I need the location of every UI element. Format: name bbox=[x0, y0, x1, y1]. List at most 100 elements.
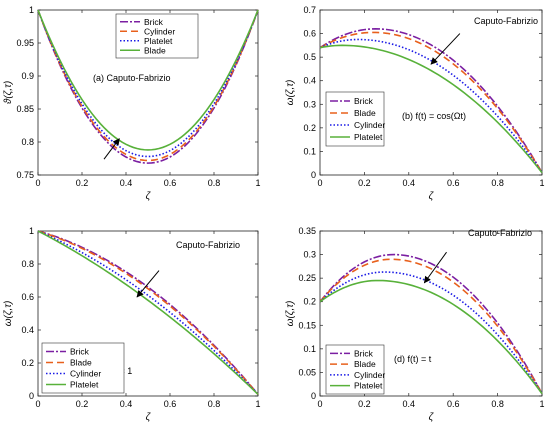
annotation: (b) f(t) = cos(Ωt) bbox=[402, 111, 466, 121]
y-axis-label: ω(ζ,τ) bbox=[285, 301, 296, 327]
y-tick-label: 0.25 bbox=[298, 273, 316, 283]
y-tick-label: 0.6 bbox=[303, 29, 316, 39]
x-tick-label: 0.2 bbox=[76, 178, 89, 188]
legend-label: Blade bbox=[354, 359, 376, 369]
y-tick-label: 0.2 bbox=[21, 358, 34, 368]
x-tick-label: 0.6 bbox=[447, 178, 460, 188]
x-tick-label: 0.8 bbox=[208, 178, 221, 188]
y-tick-label: 1 bbox=[29, 226, 34, 236]
series-line-blade bbox=[319, 31, 543, 174]
legend-label: Platelet bbox=[144, 36, 173, 46]
series-line-platelet bbox=[37, 9, 259, 158]
y-tick-label: 0.8 bbox=[21, 137, 34, 147]
y-tick-label: 0.8 bbox=[21, 259, 34, 269]
legend-label: Platelet bbox=[354, 132, 383, 142]
series-line-brick bbox=[319, 253, 543, 395]
x-tick-label: 0.6 bbox=[164, 399, 177, 409]
x-tick-label: 0 bbox=[317, 178, 322, 188]
trend-arrow bbox=[103, 138, 120, 160]
y-tick-label: 0.05 bbox=[298, 367, 316, 377]
y-tick-label: 0.15 bbox=[298, 320, 316, 330]
y-tick-label: 0.3 bbox=[303, 250, 316, 260]
series-line-platelet bbox=[319, 279, 543, 395]
x-tick-label: 0 bbox=[35, 178, 40, 188]
series-line-cylinder bbox=[319, 271, 543, 395]
legend-label: Brick bbox=[354, 96, 374, 106]
trend-arrow bbox=[136, 270, 160, 298]
x-tick-label: 0.2 bbox=[358, 178, 371, 188]
series-line-cylinder bbox=[37, 9, 259, 162]
x-tick-label: 0.6 bbox=[447, 399, 460, 409]
x-tick-label: 0.4 bbox=[120, 399, 133, 409]
y-axis-label: ϑ(ζ,τ) bbox=[3, 81, 14, 104]
y-tick-label: 0.4 bbox=[21, 325, 34, 335]
y-tick-label: 0.1 bbox=[303, 146, 316, 156]
y-tick-label: 1 bbox=[29, 5, 34, 15]
x-tick-label: 0.8 bbox=[208, 399, 221, 409]
x-tick-label: 1 bbox=[539, 399, 544, 409]
x-tick-label: 0.4 bbox=[120, 178, 133, 188]
y-axis-label: ω(ζ,τ) bbox=[285, 80, 296, 106]
legend-label: Cylinder bbox=[354, 370, 385, 380]
trend-arrow bbox=[430, 33, 461, 65]
legend-label: Cylinder bbox=[70, 369, 101, 379]
annotation: Caputo-Fabrizio bbox=[176, 240, 240, 250]
y-tick-label: 0 bbox=[311, 170, 316, 180]
x-axis-label: ζ bbox=[146, 412, 152, 423]
y-tick-label: 0.9 bbox=[21, 71, 34, 81]
x-tick-label: 0.8 bbox=[491, 399, 504, 409]
trend-arrow bbox=[423, 251, 447, 284]
series-line-platelet bbox=[37, 230, 259, 395]
series-line-brick bbox=[37, 230, 259, 395]
annotation: (a) Caputo-Fabrizio bbox=[93, 73, 171, 83]
y-tick-label: 0.35 bbox=[298, 226, 316, 236]
series-line-blade bbox=[37, 230, 259, 395]
legend-label: Cylinder bbox=[354, 120, 385, 130]
x-axis-label: ζ bbox=[429, 412, 435, 423]
x-axis-label: ζ bbox=[146, 191, 152, 202]
x-tick-label: 1 bbox=[255, 399, 260, 409]
legend-label: Platelet bbox=[70, 380, 99, 390]
y-tick-label: 0.1 bbox=[303, 344, 316, 354]
x-tick-label: 0.4 bbox=[403, 399, 416, 409]
legend-label: Cylinder bbox=[144, 26, 175, 36]
y-tick-label: 0.2 bbox=[303, 297, 316, 307]
y-tick-label: 0.3 bbox=[303, 99, 316, 109]
panel-1: 0 0.2 0.4 0.6 0.8 1 0 0.1 0.2 0.3 0.4 0.5 0.6 0.7 ζ ω(ζ… bbox=[285, 5, 545, 202]
y-tick-label: 0 bbox=[29, 391, 34, 401]
y-tick-label: 0.4 bbox=[303, 76, 316, 86]
legend-label: Blade bbox=[144, 45, 166, 55]
y-tick-label: 0.2 bbox=[303, 123, 316, 133]
y-tick-label: 0.95 bbox=[16, 38, 34, 48]
panel-2: 0 0.2 0.4 0.6 0.8 1 0 0.2 0.4 0.6 0.8 1 ζ ω(ζ,τ) Caput… bbox=[3, 226, 261, 423]
annotation: Caputo-Fabrizio bbox=[474, 16, 538, 26]
y-tick-label: 0.6 bbox=[21, 292, 34, 302]
annotation: Caputo-Fabrizio bbox=[468, 228, 532, 238]
x-axis-label: ζ bbox=[429, 191, 435, 202]
x-tick-label: 0.2 bbox=[358, 399, 371, 409]
y-tick-label: 0.75 bbox=[16, 170, 34, 180]
y-tick-label: 0.7 bbox=[303, 5, 316, 15]
legend-label: Brick bbox=[70, 347, 90, 357]
panel-0: 0 0.2 0.4 0.6 0.8 1 0.75 0.8 0.85 0.9 0.95 1 ζ ϑ(ζ,τ)… bbox=[3, 5, 261, 202]
legend-label: Brick bbox=[354, 348, 374, 358]
y-tick-label: 0.5 bbox=[303, 52, 316, 62]
x-tick-label: 0.4 bbox=[403, 178, 416, 188]
x-tick-label: 0 bbox=[35, 399, 40, 409]
x-tick-label: 1 bbox=[539, 178, 544, 188]
legend-label: Brick bbox=[144, 17, 164, 27]
annotation: (d) f(t) = t bbox=[394, 354, 432, 364]
x-tick-label: 0.8 bbox=[491, 178, 504, 188]
legend-label: Platelet bbox=[354, 381, 383, 391]
legend: Brick Blade Cylinder Platelet bbox=[325, 91, 385, 147]
y-tick-label: 0 bbox=[311, 391, 316, 401]
x-tick-label: 0.2 bbox=[76, 399, 89, 409]
series-line-blade bbox=[37, 9, 259, 151]
x-tick-label: 0 bbox=[317, 399, 322, 409]
panel-3: 0 0.2 0.4 0.6 0.8 1 0 0.05 0.1 0.15 0.2 0.25 0.3 0.35… bbox=[285, 226, 545, 423]
legend-label: Blade bbox=[354, 108, 376, 118]
